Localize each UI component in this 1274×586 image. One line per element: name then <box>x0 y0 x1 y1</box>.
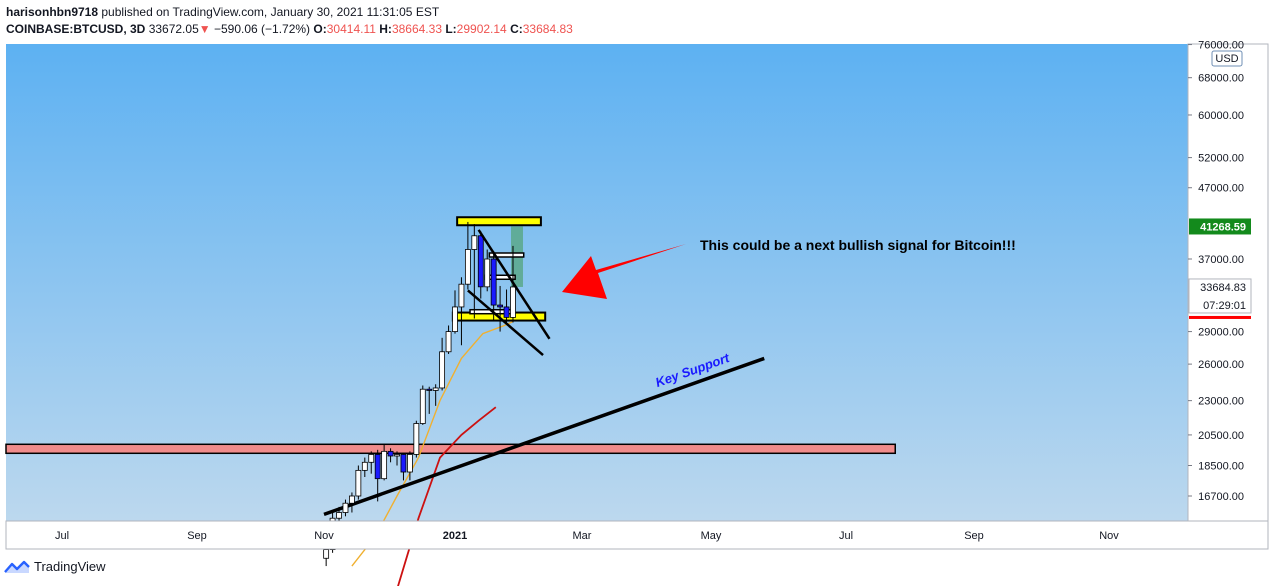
candle[interactable] <box>368 454 375 463</box>
candle[interactable] <box>439 351 446 389</box>
channel-level-1[interactable] <box>488 252 525 258</box>
publish-info: harisonhbn9718 published on TradingView.… <box>6 5 439 19</box>
price-tick-label: 47000.00 <box>1198 183 1244 195</box>
candle[interactable] <box>503 306 510 318</box>
price-change: −590.06 (−1.72%) <box>213 22 311 36</box>
price-tick-label: 37000.00 <box>1198 254 1244 266</box>
last-price-label: 33684.83 <box>1200 282 1246 294</box>
low-label: L: <box>445 22 457 36</box>
brand-name: TradingView <box>34 559 106 574</box>
tradingview-footer[interactable]: TradingView <box>4 559 106 574</box>
candle[interactable] <box>374 454 381 480</box>
candle[interactable] <box>490 258 497 306</box>
price-tick-label: 20500.00 <box>1198 430 1244 442</box>
price-tick-label: 68000.00 <box>1198 73 1244 85</box>
time-tick-label: Mar <box>573 530 592 542</box>
time-tick-label: 2021 <box>443 530 467 542</box>
published-text: published on TradingView.com, January 30… <box>101 5 440 19</box>
candle[interactable] <box>407 454 413 473</box>
candle[interactable] <box>400 454 407 473</box>
last-price-line-marker <box>1189 315 1251 319</box>
tradingview-logo-icon <box>4 560 30 573</box>
price-tick-label: 16700.00 <box>1198 491 1244 503</box>
high-value: 38664.33 <box>391 22 442 36</box>
time-tick-label: Sep <box>187 530 207 542</box>
candle[interactable] <box>413 423 420 455</box>
low-value: 29902.14 <box>456 22 507 36</box>
time-tick-label: Jul <box>55 530 69 542</box>
wedge-upper-line[interactable] <box>477 229 551 340</box>
candle[interactable] <box>458 283 465 308</box>
candle[interactable] <box>342 502 349 513</box>
candle[interactable] <box>361 461 368 471</box>
current-price-marker[interactable] <box>1189 218 1251 235</box>
candle[interactable] <box>432 387 439 391</box>
yellow-top-zone[interactable] <box>456 216 542 227</box>
candle[interactable] <box>381 450 388 480</box>
candle[interactable] <box>471 235 478 250</box>
time-tick-label: Nov <box>314 530 334 542</box>
price-tick-label: 29000.00 <box>1198 327 1244 339</box>
open-label: O: <box>313 22 327 36</box>
price-tick-label: 76000.00 <box>1198 40 1244 52</box>
symbol-label: COINBASE:BTCUSD, 3D <box>6 22 146 36</box>
time-tick-label: Jul <box>839 530 853 542</box>
bar-countdown: 07:29:01 <box>1203 300 1246 312</box>
time-tick-label: May <box>701 530 722 542</box>
key-support-trendline[interactable] <box>323 356 765 517</box>
last-price-marker[interactable] <box>1188 278 1252 314</box>
candle[interactable] <box>349 495 355 504</box>
signal-annotation: This could be a next bullish signal for … <box>700 237 1016 253</box>
down-arrow-icon: ▼ <box>198 22 211 36</box>
candle[interactable] <box>452 306 458 332</box>
candle[interactable] <box>445 331 452 353</box>
price-tick-label: 26000.00 <box>1198 359 1244 371</box>
currency-label: USD <box>1215 53 1238 65</box>
candle[interactable] <box>464 249 471 285</box>
time-tick-label: Nov <box>1099 530 1119 542</box>
high-label: H: <box>379 22 392 36</box>
signal-arrow <box>562 244 686 299</box>
candle[interactable] <box>336 512 342 519</box>
time-tick-label: Sep <box>964 530 984 542</box>
candle[interactable] <box>394 454 400 457</box>
last-price: 33672.05 <box>148 22 199 36</box>
candle[interactable] <box>426 388 433 391</box>
red-resistance-zone[interactable] <box>5 443 896 455</box>
candle[interactable] <box>497 304 503 308</box>
candle[interactable] <box>477 235 484 288</box>
candle[interactable] <box>323 549 330 559</box>
close-value: 33684.83 <box>522 22 573 36</box>
price-tick-label: 23000.00 <box>1198 396 1244 408</box>
candle[interactable] <box>484 258 491 288</box>
currency-badge[interactable] <box>1211 50 1243 67</box>
author-name[interactable]: harisonhbn9718 <box>6 5 99 19</box>
candle[interactable] <box>355 469 362 497</box>
current-price-label: 41268.59 <box>1200 221 1246 233</box>
price-tick-label: 52000.00 <box>1198 153 1244 165</box>
wedge-lower-line[interactable] <box>467 289 544 357</box>
close-label: C: <box>510 22 523 36</box>
open-value: 30414.11 <box>326 22 376 36</box>
candle[interactable] <box>419 388 426 424</box>
ohlc-legend: COINBASE:BTCUSD, 3D 33672.05▼ −590.06 (−… <box>6 22 573 36</box>
price-tick-label: 60000.00 <box>1198 110 1244 122</box>
candle[interactable] <box>510 286 516 318</box>
time-axis[interactable] <box>5 520 1269 550</box>
candle[interactable] <box>387 450 394 457</box>
price-tick-label: 18500.00 <box>1198 461 1244 473</box>
